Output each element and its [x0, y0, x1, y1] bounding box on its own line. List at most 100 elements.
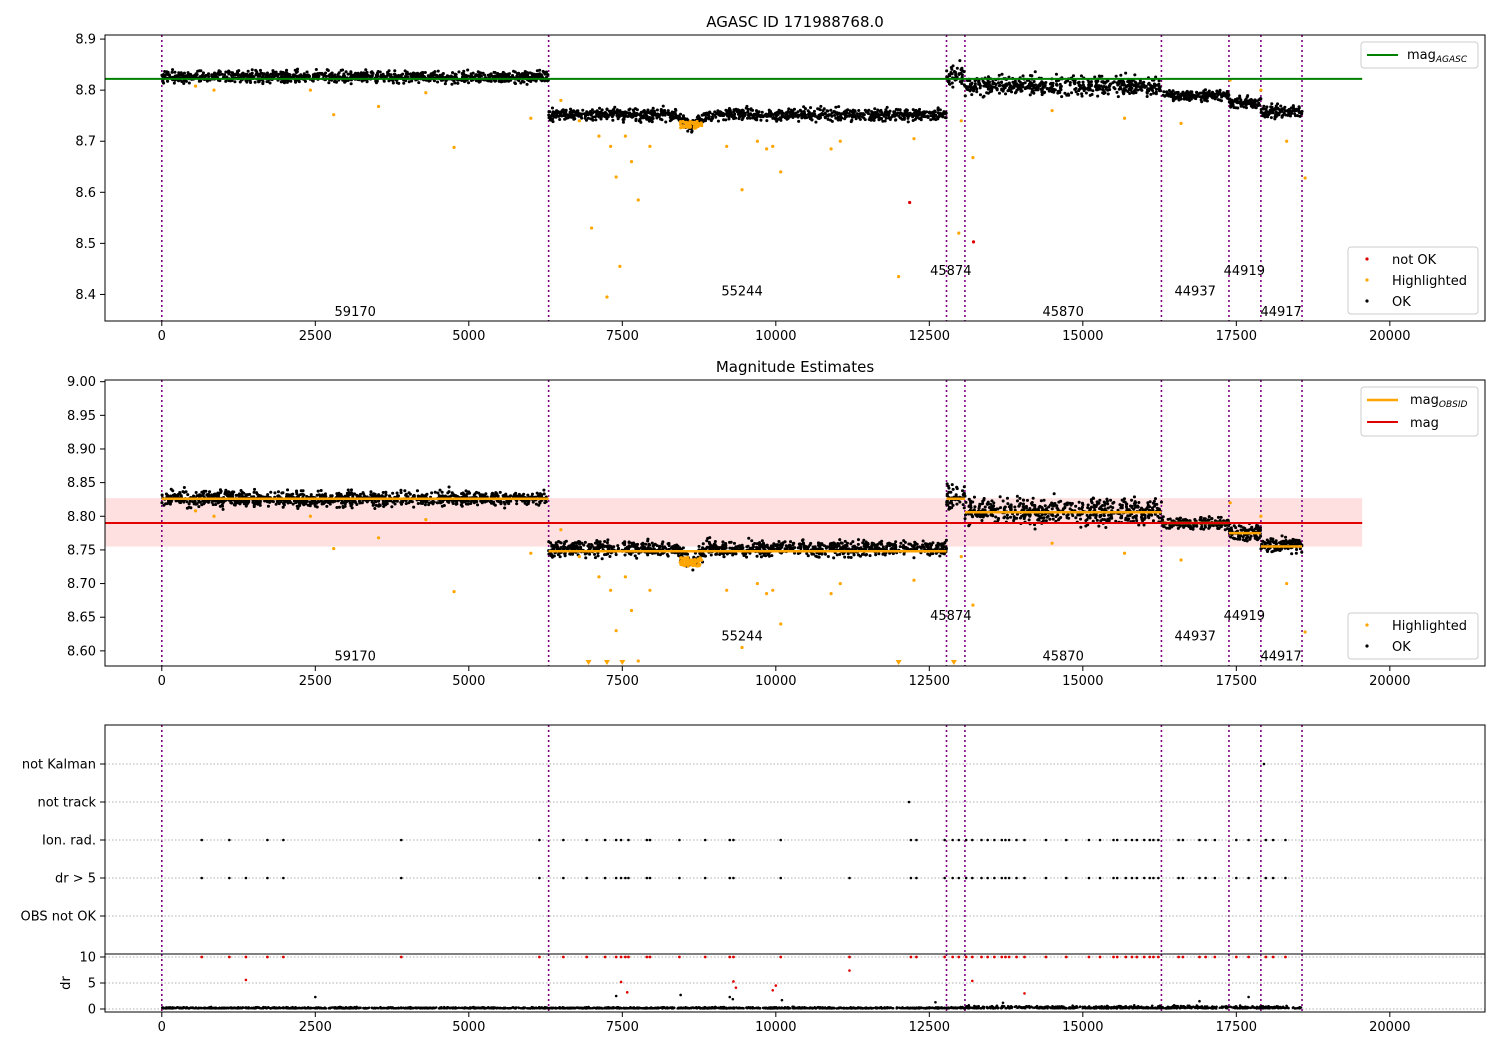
p4-dr-high-point [1156, 955, 1160, 959]
p3-flag-point [399, 838, 403, 842]
p4-dr-high-point [1130, 955, 1134, 959]
p3-flag-point [943, 876, 946, 880]
p4-dr-high-point [1004, 955, 1007, 959]
p1-ytick-label: 8.6 [75, 186, 96, 201]
p2-xtick-label: 20000 [1369, 674, 1410, 689]
p3-flag-point [266, 838, 269, 842]
p2-xtick-label: 7500 [606, 674, 639, 689]
p4-xtick-label: 15000 [1062, 1020, 1103, 1035]
p2-obsid-label: 55244 [721, 629, 762, 644]
p2-xtick-label: 17500 [1216, 674, 1257, 689]
p2-highlighted-point [1228, 501, 1232, 505]
p2-obsid-label: 59170 [335, 650, 376, 665]
p4-dr-red-point [970, 979, 974, 983]
legend2-marker-ok [1365, 644, 1369, 648]
p3-flag-point [585, 838, 588, 842]
p4-dr-high-point [266, 955, 269, 959]
p3-flag-point [907, 800, 911, 804]
p4-dr-high-point [1044, 955, 1048, 959]
p3-flag-point [1204, 876, 1207, 880]
p4-dr-high-point [909, 955, 913, 959]
p4-ytick-label: 5 [88, 977, 96, 992]
p3-flag-point [943, 838, 946, 842]
p1-highlighted-point [957, 231, 961, 235]
p1-dip-highlighted-point [688, 125, 692, 129]
p2-highlighted-point [1259, 514, 1263, 518]
p3-flag-point [1264, 838, 1268, 842]
p2-highlighted-point [629, 608, 634, 613]
p3-flag-point [1148, 876, 1152, 880]
p4-xtick-label: 20000 [1369, 1020, 1410, 1035]
p2-ytick-label: 8.95 [67, 409, 96, 424]
p2-obsid-label: 44917 [1260, 650, 1301, 665]
p3-flag-point [1098, 876, 1102, 880]
p4-dr-high-point [951, 955, 955, 959]
p4-dr-high-point [585, 955, 589, 959]
p1-highlighted-point [648, 144, 652, 148]
p4-dr-high-point [614, 955, 618, 959]
p4-dr-black-point [679, 993, 682, 997]
p1-dip-highlighted-point [678, 119, 683, 124]
p2-highlighted-point [725, 588, 729, 592]
p2-highlighted-point [771, 588, 775, 592]
panel1-frame [104, 34, 1486, 322]
p4-xtick-label: 2500 [299, 1020, 332, 1035]
legend-label-highlighted: Highlighted [1392, 274, 1467, 289]
p4-dr-black-point [934, 1000, 937, 1004]
p3-flag-point [980, 876, 983, 880]
p4-dr-high-point [1064, 955, 1068, 959]
p4-dr-black-point [1001, 1001, 1005, 1005]
p2-dip-highlighted-point [679, 559, 683, 564]
p1-highlighted-point [1259, 88, 1263, 92]
p3-flag-point [244, 876, 248, 880]
p3-flag-point [993, 876, 996, 880]
p4-dr-high-point [1148, 955, 1152, 959]
p3-flag-point [627, 838, 630, 842]
p3-flag-point [1115, 838, 1119, 842]
p3-flag-point [266, 876, 269, 880]
p3-category-label: OBS not OK [21, 910, 97, 925]
p2-ytick-label: 8.75 [67, 543, 96, 558]
p1-highlighted-point [838, 139, 842, 143]
p1-xtick-label: 5000 [452, 329, 485, 344]
p4-dr-high-point [1135, 955, 1139, 959]
p2-highlighted-point [424, 518, 428, 522]
p1-highlighted-point [897, 274, 901, 279]
legend2-marker-highlighted [1365, 623, 1369, 627]
p4-xtick-label: 10000 [755, 1020, 796, 1035]
p4-dr-high-point [964, 955, 968, 959]
p2-dip-highlighted-point [697, 559, 701, 563]
p3-flag-point [1015, 838, 1018, 842]
p2-obsid-label: 44919 [1224, 609, 1265, 624]
p2-xtick-label: 15000 [1062, 674, 1103, 689]
p1-xtick-label: 12500 [909, 329, 950, 344]
p3-flag-point [1284, 876, 1287, 880]
p3-flag-point [957, 876, 961, 880]
p3-category-label: not Kalman [22, 758, 96, 773]
p3-flag-point [399, 876, 403, 880]
p1-dip-highlighted-point [681, 125, 685, 129]
p1-highlighted-point [779, 170, 783, 174]
p1-obsid-label: 45870 [1042, 305, 1083, 320]
p3-flag-point [614, 876, 618, 880]
p4-xtick-label: 7500 [606, 1020, 639, 1035]
p3-flag-point [1284, 838, 1287, 842]
p3-flag-point [1124, 876, 1128, 880]
p2-highlighted-point [376, 536, 381, 540]
p3-flag-point [1142, 838, 1146, 842]
p4-dr-points [160, 1003, 1303, 1010]
p2-ytick-label: 8.90 [67, 442, 96, 457]
p3-flag-point [1112, 876, 1115, 880]
p4-dr-red-point [774, 984, 778, 987]
p2-ytick-label: 8.65 [67, 611, 96, 626]
p3-flag-point [1064, 876, 1068, 880]
p1-highlighted-point [1122, 116, 1127, 120]
p4-xtick-label: 12500 [909, 1020, 950, 1035]
p3-flag-point [915, 838, 918, 842]
p1-ytick-label: 8.5 [75, 237, 96, 252]
p2-highlighted-point [308, 514, 312, 518]
p2-highlighted-point [614, 629, 618, 633]
p2-xtick-label: 10000 [755, 674, 796, 689]
p3-flag-point [619, 876, 623, 880]
p4-dr-high-point [1087, 955, 1091, 959]
